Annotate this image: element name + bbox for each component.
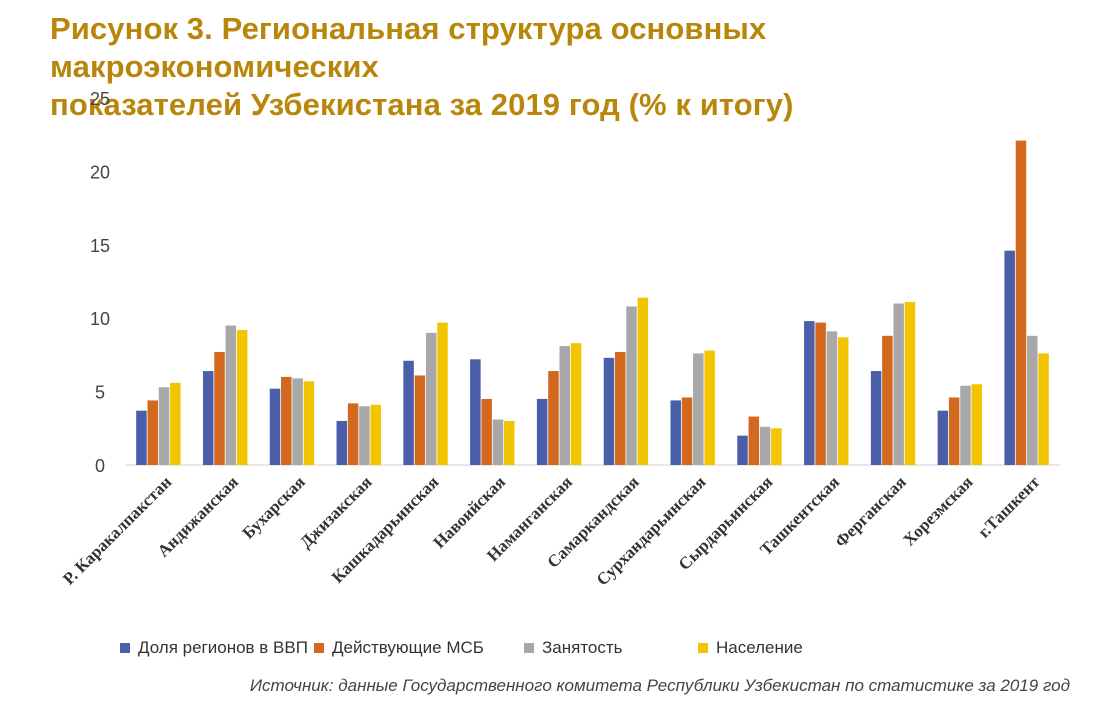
x-tick-label: Ферганская xyxy=(831,472,910,551)
bar xyxy=(303,381,315,465)
bar xyxy=(570,343,582,465)
bar xyxy=(403,360,414,465)
bar xyxy=(893,303,904,465)
bar xyxy=(281,376,292,465)
y-tick-label: 20 xyxy=(90,162,110,182)
legend-item: Действующие МСБ xyxy=(314,638,484,658)
bar xyxy=(359,406,370,465)
y-tick-label: 5 xyxy=(95,383,105,403)
legend-item: Занятость xyxy=(524,638,623,658)
bar xyxy=(136,410,147,465)
bar xyxy=(748,416,760,465)
bar xyxy=(225,325,237,465)
bar xyxy=(158,387,170,465)
bar xyxy=(536,398,548,465)
bar xyxy=(870,371,882,465)
bar xyxy=(425,332,437,465)
bar xyxy=(704,350,715,465)
bar xyxy=(1038,353,1049,465)
bar xyxy=(202,371,214,465)
bar xyxy=(670,400,681,465)
bar xyxy=(1015,140,1027,465)
bar xyxy=(759,426,771,465)
legend-item: Доля регионов в ВВП xyxy=(120,638,308,658)
x-tick-label: Р. Каракалпакстан xyxy=(59,472,175,588)
bar xyxy=(548,371,559,465)
bar xyxy=(960,385,971,465)
bar xyxy=(693,353,704,465)
legend-label: Занятость xyxy=(542,638,623,657)
legend-label: Доля регионов в ВВП xyxy=(138,638,308,657)
bar xyxy=(804,321,815,465)
y-tick-label: 25 xyxy=(90,89,110,109)
bar xyxy=(815,322,826,465)
legend-swatch xyxy=(120,643,130,653)
bar xyxy=(737,435,748,465)
bar xyxy=(504,420,515,465)
bar xyxy=(370,404,381,465)
bar xyxy=(971,384,983,465)
chart-title-line-2: показателей Узбекистана за 2019 год (% к… xyxy=(50,87,794,122)
bar xyxy=(269,388,281,465)
chart-title: Рисунок 3. Региональная структура основн… xyxy=(50,10,1070,124)
bar xyxy=(347,403,359,465)
bar xyxy=(626,306,637,465)
bar xyxy=(882,335,893,465)
chart-title-line-1: Рисунок 3. Региональная структура основн… xyxy=(50,11,767,84)
bar xyxy=(826,331,838,465)
chart-legend: Доля регионов в ВВП Действующие МСБ Занято… xyxy=(120,638,1080,664)
legend-item: Население xyxy=(698,638,803,658)
legend-swatch xyxy=(524,643,534,653)
bar xyxy=(637,297,649,465)
bar xyxy=(559,346,571,465)
x-tick-label: Хорезмская xyxy=(899,472,976,549)
bar xyxy=(771,428,782,465)
y-tick-label: 10 xyxy=(90,309,110,329)
bar xyxy=(492,419,504,465)
bar xyxy=(681,397,693,465)
bar xyxy=(292,378,303,465)
legend-label: Население xyxy=(716,638,803,657)
bar xyxy=(147,400,158,465)
bar xyxy=(170,382,181,465)
x-tick-label: Сурхандарьинская xyxy=(593,472,710,589)
bar xyxy=(1004,250,1015,465)
bar xyxy=(603,357,615,465)
bar xyxy=(837,337,849,465)
x-tick-label: Бухарская xyxy=(239,472,309,542)
bar xyxy=(470,359,481,465)
bar xyxy=(614,351,626,465)
y-tick-label: 0 xyxy=(95,456,105,476)
legend-swatch xyxy=(314,643,324,653)
bar xyxy=(948,397,960,465)
bar xyxy=(236,329,248,465)
bar xyxy=(904,302,916,465)
legend-label: Действующие МСБ xyxy=(332,638,484,657)
legend-swatch xyxy=(698,643,708,653)
bar xyxy=(481,398,492,465)
bar xyxy=(937,410,949,465)
bar xyxy=(1027,335,1038,465)
bar xyxy=(437,322,448,465)
source-note: Источник: данные Государственного комите… xyxy=(249,676,1070,695)
x-tick-label: г.Ташкент xyxy=(974,472,1044,542)
bar xyxy=(214,351,225,465)
bar xyxy=(336,420,348,465)
y-tick-label: 15 xyxy=(90,236,110,256)
bar xyxy=(414,375,426,465)
